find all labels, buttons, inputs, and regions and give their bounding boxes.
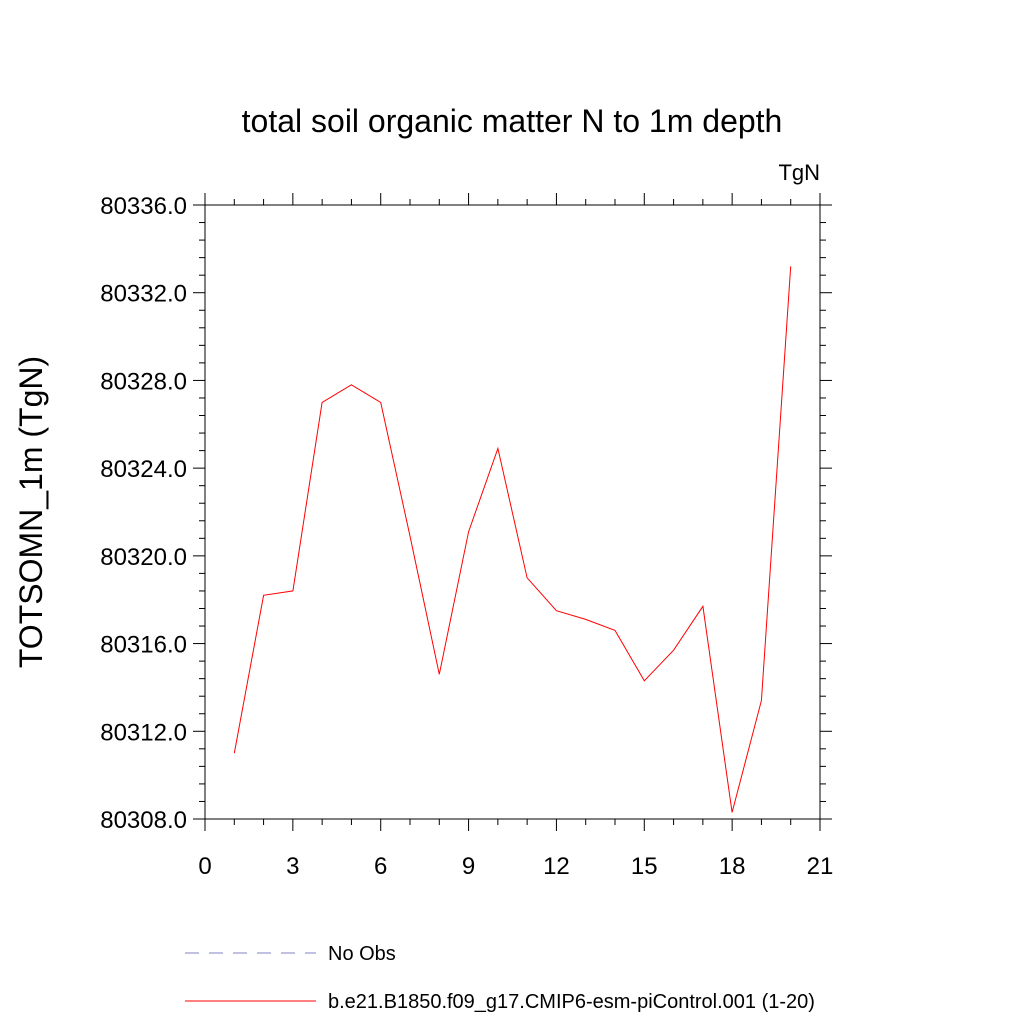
x-tick-label: 18: [719, 853, 746, 880]
units-label: TgN: [778, 160, 820, 185]
legend-label: b.e21.B1850.f09_g17.CMIP6-esm-piControl.…: [328, 991, 815, 1013]
x-tick-label: 0: [198, 853, 211, 880]
legend-label: No Obs: [328, 943, 396, 965]
y-tick-label: 80308.0: [100, 807, 187, 834]
y-tick-label: 80336.0: [100, 193, 187, 220]
y-tick-label: 80324.0: [100, 456, 187, 483]
plot-frame: [204, 204, 821, 820]
axis-ticks: 0 3 6 9 12 15 18 21 80308.0 80312.0 80316.0 80320.0…: [100, 193, 833, 880]
x-tick-label: 15: [631, 853, 658, 880]
y-tick-label: 80312.0: [100, 719, 187, 746]
legend: No Obs b.e21.B1850.f09_g17.CMIP6-esm-piCo…: [185, 943, 815, 1013]
x-tick-label: 12: [543, 853, 570, 880]
x-tick-label: 21: [807, 853, 834, 880]
x-tick-label: 6: [374, 853, 387, 880]
series-lines: [233, 266, 792, 813]
y-tick-label: 80328.0: [100, 368, 187, 395]
x-tick-label: 9: [462, 853, 475, 880]
x-tick-label: 3: [286, 853, 299, 880]
y-tick-label: 80332.0: [100, 281, 187, 308]
y-axis-label: TOTSOMN_1m (TgN): [13, 356, 49, 668]
y-tick-label: 80316.0: [100, 632, 187, 659]
chart-title: total soil organic matter N to 1m depth: [242, 103, 783, 139]
series-line: [233, 266, 792, 813]
y-tick-label: 80320.0: [100, 544, 187, 571]
